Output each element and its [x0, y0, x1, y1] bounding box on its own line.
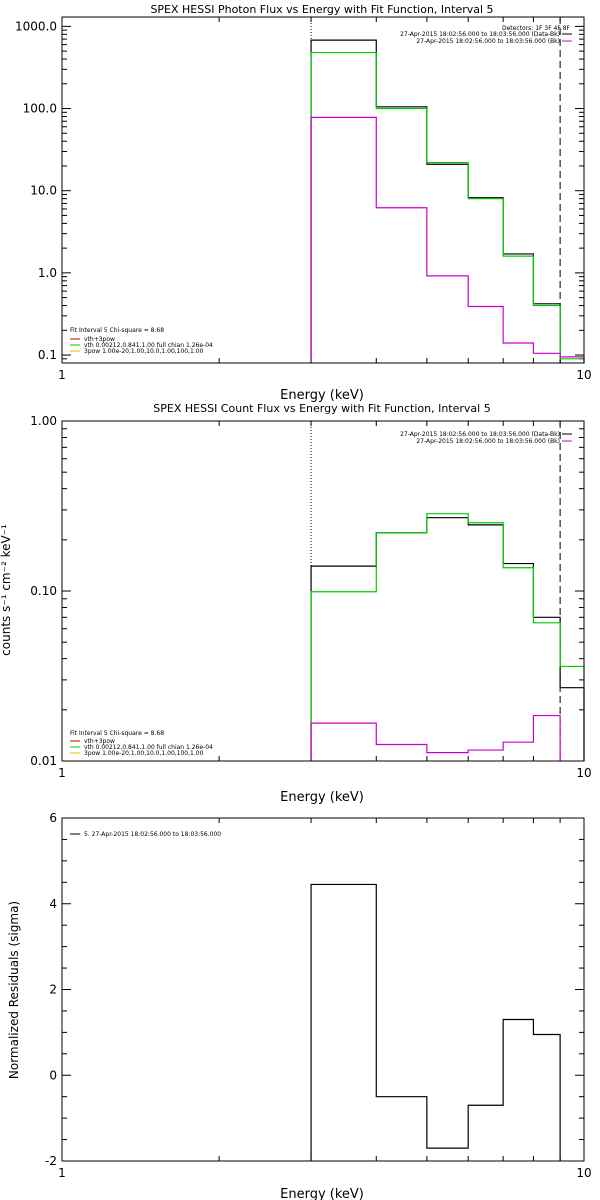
fit-info-text: Fit Interval 5 Chi-square = 8.68 vth+3po…	[70, 730, 213, 757]
y-tick-label: 2	[49, 983, 57, 997]
fit-header: Fit Interval 5 Chi-square = 8.68	[70, 730, 164, 737]
count-flux-panel: SPEX HESSI Count Flux vs Energy with Fit…	[0, 402, 592, 805]
series-line	[310, 51, 585, 363]
series-line	[310, 513, 585, 761]
x-tick-label: 1	[58, 368, 66, 382]
legend-entry: 5. 27-Apr-2015 18:02:56.000 to 18:03:56.…	[84, 831, 221, 838]
legend-entry-data: 27-Apr-2015 18:02:56.000 to 18:03:56.000…	[400, 431, 560, 438]
legend-entry-bk: 27-Apr-2015 18:02:56.000 to 18:03:56.000…	[416, 438, 560, 445]
y-axis-label: counts s⁻¹ cm⁻² keV⁻¹	[0, 524, 13, 656]
x-axis-label: Energy (keV)	[280, 1187, 364, 1200]
plot-frame	[61, 420, 585, 762]
x-tick-label: 1	[58, 766, 66, 780]
fit-line-1: vth+3pow	[84, 336, 115, 343]
y-tick-label: 6	[49, 811, 57, 825]
x-tick-label: 10	[576, 368, 591, 382]
fit-header: Fit Interval 5 Chi-square = 8.68	[70, 327, 164, 334]
fit-line-2: vth 0.00212,0.841,1.00 full chian 1.26e-…	[84, 744, 213, 751]
y-tick-label: 1.0	[38, 266, 57, 280]
x-axis-label: Energy (keV)	[280, 388, 364, 403]
photon-flux-panel: SPEX HESSI Photon Flux vs Energy with Fi…	[15, 3, 592, 403]
chart-title: SPEX HESSI Count Flux vs Energy with Fit…	[153, 402, 490, 415]
series-1	[310, 51, 585, 363]
y-tick-label: 4	[49, 897, 57, 911]
series-line	[310, 714, 561, 761]
series-0	[310, 517, 585, 761]
series-2	[310, 116, 585, 363]
y-tick-label: 0.1	[38, 348, 57, 362]
y-tick-label: 100.0	[23, 102, 57, 116]
x-tick-label: 10	[576, 766, 591, 780]
plot-frame	[61, 16, 585, 364]
plot-frame	[61, 817, 585, 1162]
residuals-panel: 1 10 -2 0 2 4 6 5. 27-Apr-2015 18:02:56.000 to…	[7, 811, 592, 1200]
y-tick-label: 0.10	[30, 584, 57, 598]
legend-entry-bk: 27-Apr-2015 18:02:56.000 to 18:03:56.000…	[416, 38, 560, 45]
series-0	[310, 883, 561, 1161]
fit-line-2: vth 0.00212,0.841,1.00 full chian 1.26e-…	[84, 342, 213, 349]
fit-info-text: Fit Interval 5 Chi-square = 8.68 vth+3po…	[70, 327, 213, 355]
legend: Detectors: 1F 3F 4F 8F 27-Apr-2015 18:02…	[400, 25, 572, 45]
y-tick-label: 1000.0	[15, 19, 57, 33]
legend: 5. 27-Apr-2015 18:02:56.000 to 18:03:56.…	[70, 831, 221, 838]
fit-line-3: 3pow 1.00e-20,1.00,10.0,1.00,100,1.00	[84, 750, 204, 757]
y-axis-label: Normalized Residuals (sigma)	[7, 901, 21, 1079]
fit-line-3: 3pow 1.00e-20,1.00,10.0,1.00,100,1.00	[84, 348, 204, 355]
y-tick-label: 0.01	[30, 754, 57, 768]
fit-line-1: vth+3pow	[84, 738, 115, 745]
y-tick-label: -2	[45, 1154, 57, 1168]
x-axis-label: Energy (keV)	[280, 790, 364, 805]
series-line	[310, 116, 585, 363]
series-line	[310, 517, 585, 761]
legend: 27-Apr-2015 18:02:56.000 to 18:03:56.000…	[400, 431, 572, 445]
series-1	[310, 513, 585, 761]
x-tick-label: 1	[58, 1166, 66, 1180]
y-tick-label: 1.00	[30, 414, 57, 428]
series-0	[310, 39, 561, 363]
y-tick-label: 10.0	[30, 184, 57, 198]
legend-header: Detectors: 1F 3F 4F 8F	[502, 25, 571, 32]
chart-title: SPEX HESSI Photon Flux vs Energy with Fi…	[150, 3, 493, 16]
legend-entry-data: 27-Apr-2015 18:02:56.000 to 18:03:56.000…	[400, 31, 560, 38]
series-2	[310, 714, 561, 761]
y-tick-label: 0	[49, 1068, 57, 1082]
series-line	[310, 883, 561, 1161]
series-line	[310, 39, 561, 363]
x-tick-label: 10	[576, 1166, 591, 1180]
